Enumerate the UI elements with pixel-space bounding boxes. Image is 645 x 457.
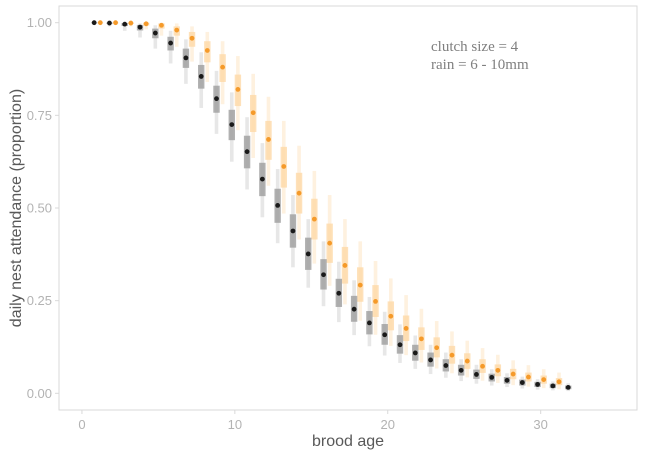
median-point-black [91,20,97,26]
annotation-clutch-size: clutch size = 4 [431,39,519,55]
median-point-black [351,306,357,312]
median-point-orange [220,64,226,70]
median-point-black [565,384,571,390]
median-point-orange [143,21,149,27]
median-point-black [412,350,418,356]
median-point-orange [556,379,562,385]
median-point-black [382,332,388,338]
median-point-black [229,122,235,128]
median-point-black [275,203,281,208]
median-point-orange [128,20,134,26]
median-point-black [244,149,250,155]
y-tick-label: 1.00 [27,15,52,30]
median-point-black [168,40,174,46]
median-point-orange [480,363,485,369]
median-point-black [321,272,326,278]
median-point-orange [403,326,409,331]
outer-interval-band [159,22,164,36]
median-point-black [198,74,204,79]
median-point-black [152,30,158,36]
median-point-black [458,367,464,373]
median-point-orange [266,137,271,142]
median-point-black [259,176,265,182]
median-point-black [504,377,510,383]
median-point-orange [296,190,302,196]
median-point-black [290,228,296,234]
median-point-black [107,20,112,26]
y-tick-label: 0.75 [27,108,52,123]
median-point-black [535,382,541,387]
y-tick-label: 0.00 [27,386,52,401]
x-tick-label: 0 [78,417,85,432]
median-point-black [397,342,403,348]
median-point-orange [159,22,164,28]
median-point-orange [373,299,378,304]
x-axis-title: brood age [312,433,384,450]
plot-panel-frame [58,5,638,411]
x-tick-label: 20 [381,417,395,432]
x-tick-label: 30 [533,417,547,432]
x-axis-ticks: 0 10 20 30 [78,410,548,432]
y-axis-ticks: 0.00 0.25 0.50 0.75 1.00 [27,15,59,401]
median-point-orange [541,377,547,383]
median-point-orange [495,367,501,373]
median-point-orange [526,374,531,380]
median-point-black [214,96,219,102]
x-tick-label: 10 [228,417,242,432]
median-point-orange [434,345,440,351]
median-point-orange [174,27,180,33]
median-point-orange [189,35,195,41]
median-point-orange [449,352,455,358]
median-point-black [519,380,525,385]
median-point-black [550,383,556,389]
median-point-orange [388,313,394,319]
median-point-black [137,24,143,30]
median-point-black [428,357,433,363]
median-point-black [474,372,479,377]
median-point-orange [342,263,348,268]
median-point-black [336,290,342,296]
median-point-orange [311,216,317,222]
median-points [91,20,571,390]
annotation-rain: rain = 6 - 10mm [431,57,529,73]
median-point-black [443,363,449,368]
median-point-orange [113,20,118,26]
median-point-black [489,374,495,380]
median-point-black [305,251,311,257]
median-point-black [367,320,372,326]
median-point-orange [250,110,256,116]
y-tick-label: 0.25 [27,293,52,308]
median-point-orange [327,240,333,246]
median-point-orange [510,371,516,377]
median-point-orange [464,358,470,364]
median-point-orange [235,86,241,92]
y-axis-title: daily nest attendance (proportion) [8,89,25,327]
median-point-orange [419,336,424,342]
outer-interval-band [122,22,127,31]
median-point-orange [281,164,287,169]
median-point-orange [357,282,363,288]
median-point-black [183,55,189,61]
median-point-orange [97,20,103,26]
y-tick-label: 0.50 [27,201,52,216]
median-point-black [122,21,128,27]
median-point-orange [204,48,210,53]
